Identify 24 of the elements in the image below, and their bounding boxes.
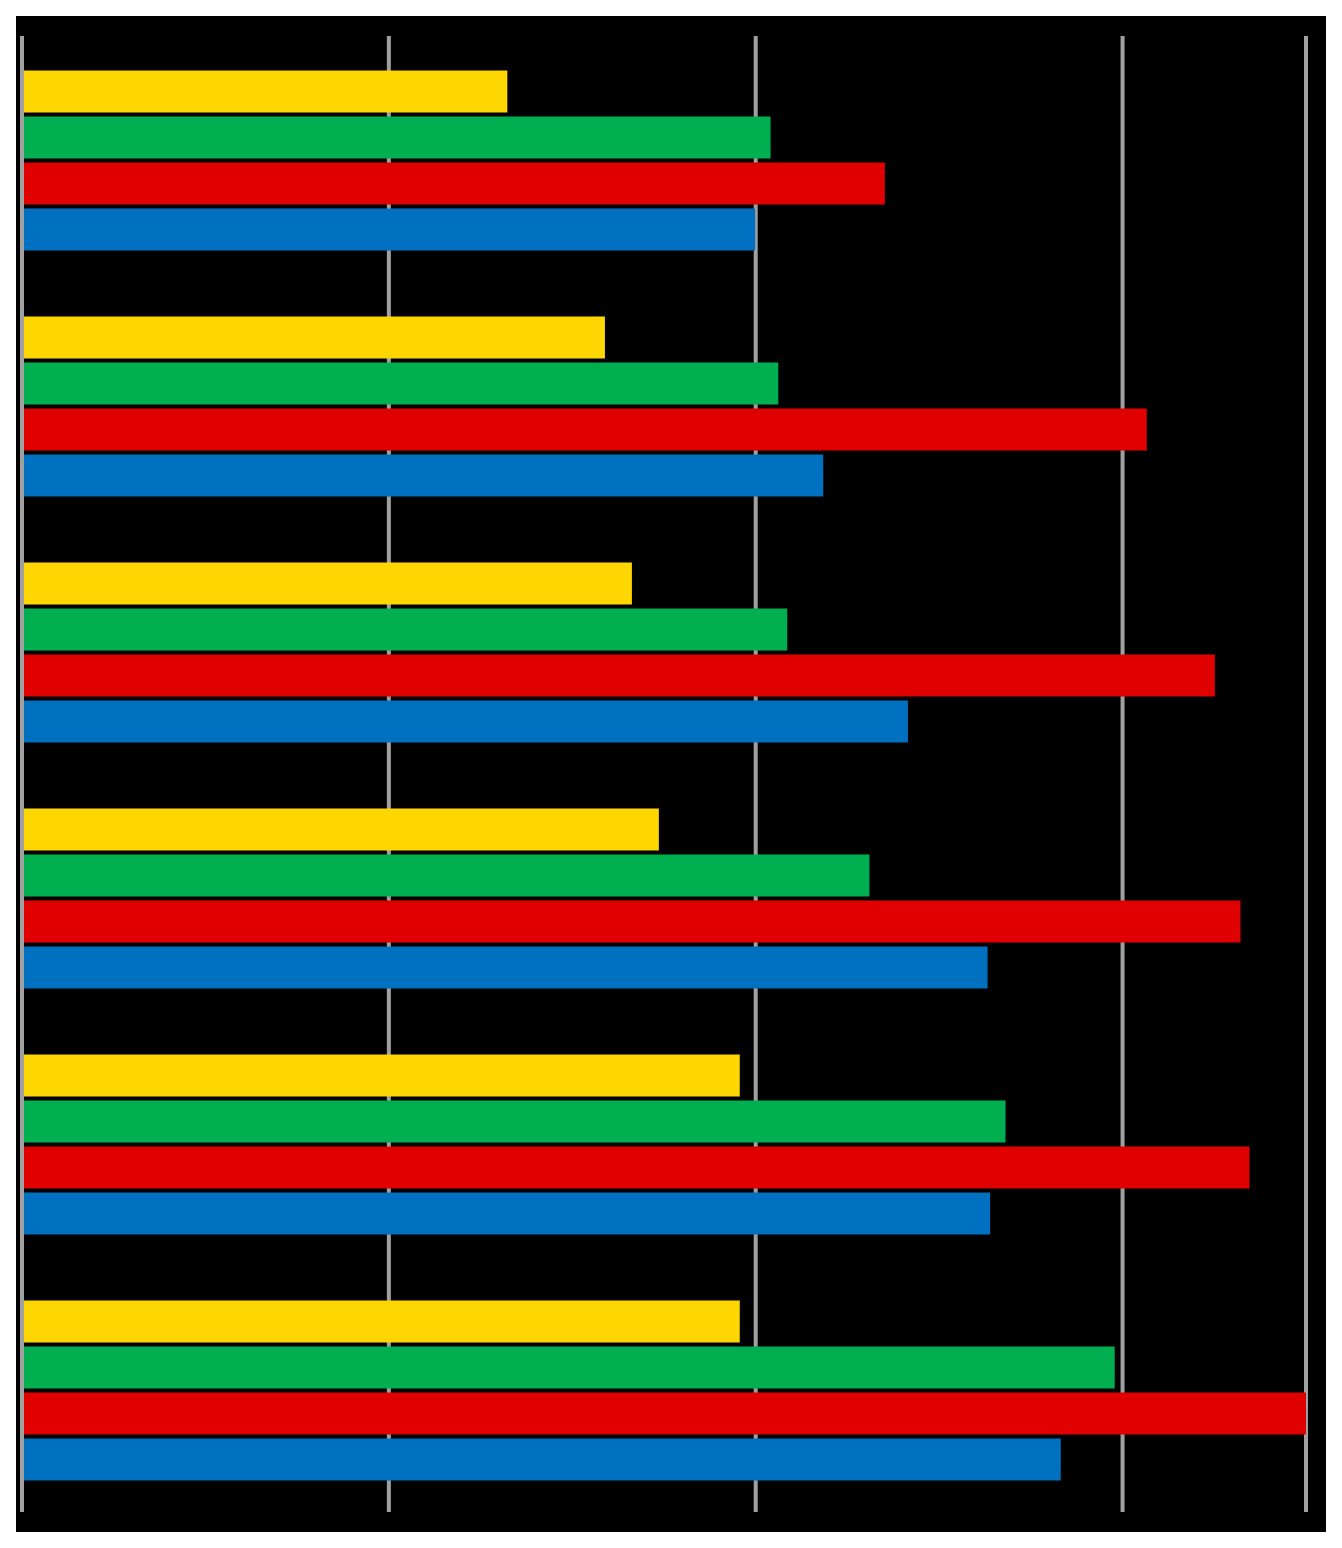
bar (22, 1438, 1061, 1481)
bar (22, 1392, 1306, 1435)
bar (22, 1054, 740, 1097)
bar (22, 70, 508, 113)
bar (22, 808, 659, 851)
bar (22, 116, 771, 159)
bar (22, 946, 988, 989)
bar (22, 1192, 991, 1235)
bar (22, 700, 908, 743)
bar (22, 408, 1147, 451)
bar (22, 316, 605, 359)
bar (22, 654, 1215, 697)
bar (22, 208, 756, 251)
bar (22, 454, 824, 497)
bar (22, 362, 779, 405)
bar (22, 854, 870, 897)
bar (22, 1300, 740, 1343)
bar (22, 1346, 1115, 1389)
bar (22, 900, 1241, 943)
bar (22, 162, 885, 205)
bar (22, 562, 632, 605)
bar (22, 1146, 1250, 1189)
bar (22, 608, 788, 651)
bar (22, 1100, 1006, 1143)
